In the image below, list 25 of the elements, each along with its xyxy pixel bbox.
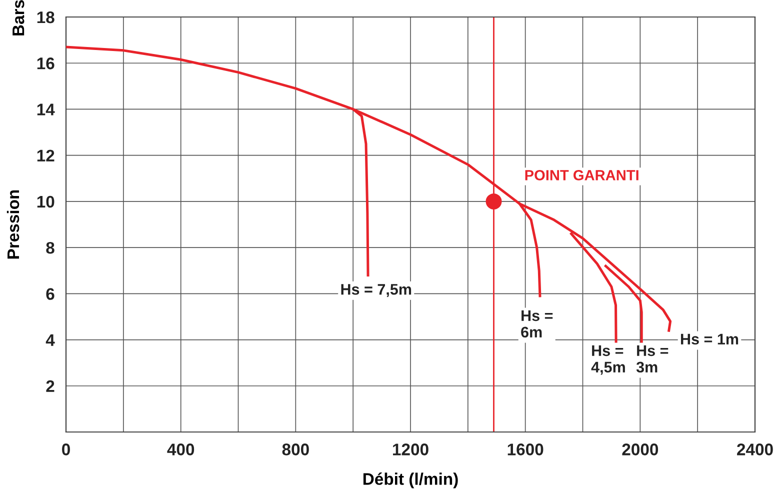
x-tick-label: 400: [167, 444, 194, 456]
series-label: Hs = 3m: [636, 345, 668, 373]
x-tick-label: 0: [62, 444, 70, 456]
series-label: Hs = 7,5m: [341, 284, 412, 297]
x-tick-label: 1600: [508, 444, 544, 456]
y-tick-label: 10: [37, 196, 54, 208]
text: Bars: [12, 0, 24, 36]
series-label: Hs = 1m: [681, 334, 738, 345]
y-tick-label: 16: [37, 58, 54, 70]
y-tick-label: 8: [46, 242, 54, 254]
y-tick-label: 18: [37, 11, 54, 24]
x-tick-label: 2000: [622, 444, 658, 456]
y-tick-label: 4: [46, 334, 55, 346]
y-tick-label: 2: [46, 380, 54, 392]
series-label: Hs = 4,5m: [591, 345, 625, 375]
y-tick-label: 6: [46, 288, 54, 300]
y-tick-label: 12: [37, 150, 54, 162]
annotation: POINT GARANTI: [525, 170, 638, 180]
x-tick-label: 1200: [393, 444, 428, 456]
x-tick-label: 800: [282, 444, 309, 456]
y-tick-label: 14: [37, 104, 55, 116]
y-axis-title: Pression: [6, 190, 20, 259]
series-label: Hs = 6m: [521, 310, 553, 338]
x-tick-label: 2400: [737, 444, 773, 456]
x-axis-title: Débit (l/min): [363, 472, 458, 488]
